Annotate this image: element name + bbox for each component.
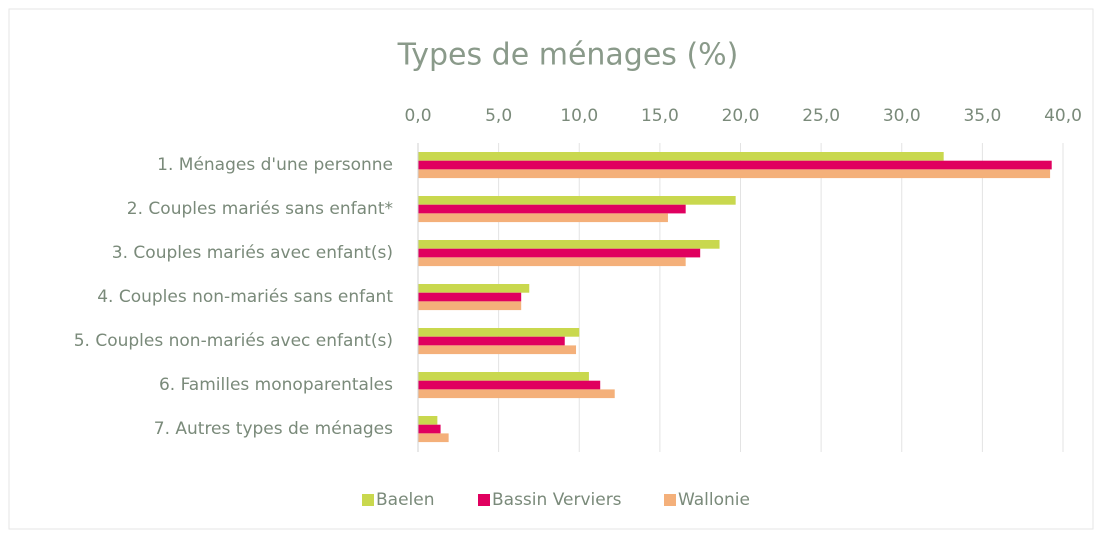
y-tick-label: 4. Couples non-mariés sans enfant — [97, 287, 393, 307]
bar — [418, 204, 686, 214]
legend-swatch — [664, 494, 676, 506]
x-tick-label: 0,0 — [404, 106, 431, 126]
y-tick-label: 3. Couples mariés avec enfant(s) — [112, 243, 393, 263]
bar — [418, 160, 1052, 170]
y-tick-label: 2. Couples mariés sans enfant* — [127, 199, 393, 219]
bar — [418, 336, 565, 346]
legend-label: Baelen — [376, 490, 435, 510]
bar — [418, 372, 589, 381]
bar — [418, 196, 736, 205]
legend-swatch — [478, 494, 490, 506]
bar — [418, 248, 701, 258]
chart-frame — [8, 8, 1094, 530]
bar — [418, 284, 530, 293]
bar — [418, 152, 944, 161]
y-tick-label: 7. Autres types de ménages — [154, 419, 393, 439]
bar — [418, 433, 449, 443]
x-tick-label: 5,0 — [485, 106, 512, 126]
bar — [418, 416, 438, 425]
y-tick-label: 6. Familles monoparentales — [159, 375, 393, 395]
x-tick-label: 40,0 — [1044, 106, 1082, 126]
bar — [418, 169, 1051, 179]
bar — [418, 240, 720, 249]
legend-label: Bassin Verviers — [492, 490, 622, 510]
bar — [418, 328, 580, 337]
bar — [418, 345, 577, 355]
x-tick-label: 10,0 — [560, 106, 598, 126]
x-tick-label: 25,0 — [802, 106, 840, 126]
bar — [418, 380, 601, 390]
legend-swatch — [362, 494, 374, 506]
bar — [418, 301, 522, 311]
x-tick-label: 15,0 — [641, 106, 679, 126]
x-tick-label: 30,0 — [883, 106, 921, 126]
bar — [418, 292, 522, 302]
bar — [418, 213, 668, 223]
legend-label: Wallonie — [678, 490, 750, 510]
x-tick-label: 35,0 — [963, 106, 1001, 126]
x-tick-label: 20,0 — [722, 106, 760, 126]
y-tick-label: 5. Couples non-mariés avec enfant(s) — [74, 331, 393, 351]
bar — [418, 424, 441, 434]
bar — [418, 389, 615, 399]
bar — [418, 257, 686, 267]
y-tick-label: 1. Ménages d'une personne — [157, 155, 393, 175]
chart-title: Types de ménages (%) — [397, 38, 739, 73]
